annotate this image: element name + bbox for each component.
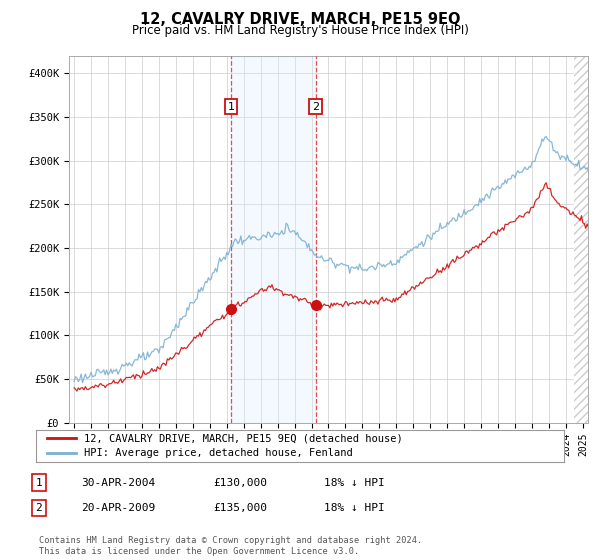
Text: 1: 1 [227,102,235,111]
Text: 18% ↓ HPI: 18% ↓ HPI [324,478,385,488]
Text: HPI: Average price, detached house, Fenland: HPI: Average price, detached house, Fenl… [83,448,352,458]
Text: 12, CAVALRY DRIVE, MARCH, PE15 9EQ: 12, CAVALRY DRIVE, MARCH, PE15 9EQ [140,12,460,27]
Text: £130,000: £130,000 [213,478,267,488]
Text: Price paid vs. HM Land Registry's House Price Index (HPI): Price paid vs. HM Land Registry's House … [131,24,469,36]
Text: 2: 2 [35,503,43,513]
Text: £135,000: £135,000 [213,503,267,513]
Text: 1: 1 [35,478,43,488]
Text: 2: 2 [312,102,319,111]
Text: 30-APR-2004: 30-APR-2004 [81,478,155,488]
Bar [574,56,588,423]
Text: 18% ↓ HPI: 18% ↓ HPI [324,503,385,513]
Text: 20-APR-2009: 20-APR-2009 [81,503,155,513]
Text: 12, CAVALRY DRIVE, MARCH, PE15 9EQ (detached house): 12, CAVALRY DRIVE, MARCH, PE15 9EQ (deta… [83,433,402,444]
Bar [574,56,588,423]
Text: Contains HM Land Registry data © Crown copyright and database right 2024.
This d: Contains HM Land Registry data © Crown c… [39,536,422,556]
Bar [231,56,316,423]
